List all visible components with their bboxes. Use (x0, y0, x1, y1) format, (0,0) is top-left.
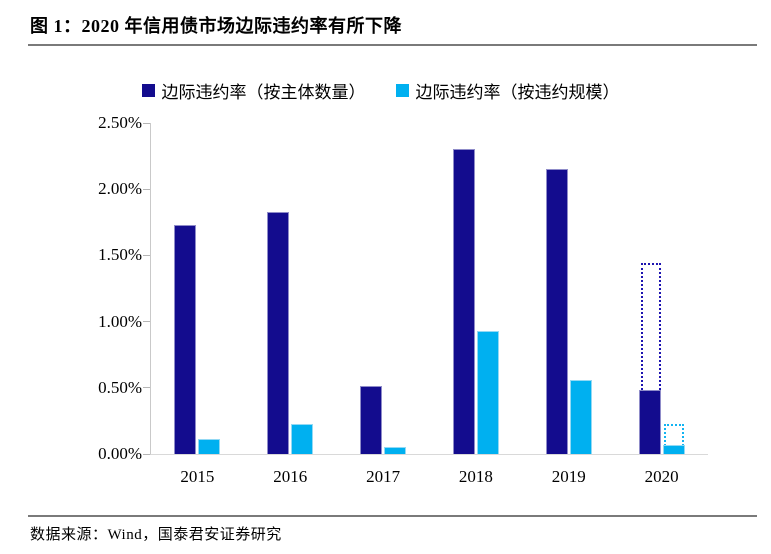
y-axis-label-2.50%: 2.50% (98, 113, 142, 132)
data-source-note: 数据来源：Wind，国泰君安证券研究 (30, 527, 282, 543)
bar-dark-2019 (545, 169, 568, 454)
y-axis-tick-0.50% (143, 387, 150, 389)
bar-light-2017 (384, 447, 407, 454)
bar-light-2018 (476, 331, 499, 454)
bar-light-2015 (198, 439, 221, 454)
chart-legend: 边际违约率（按主体数量） 边际违约率（按违约规模） (0, 78, 761, 103)
y-axis-tick-2.50% (143, 122, 150, 124)
plot-area: 2.50% 2.00% 1.50% 1.00% 0.50% 0.00% 2015 2016 20… (98, 113, 708, 486)
legend-swatch-dark-blue (141, 84, 155, 97)
y-axis-tick-1.50% (143, 254, 150, 256)
bar-dark-2020 (638, 390, 661, 454)
x-axis-label-2015: 2015 (180, 467, 215, 486)
legend-swatch-light-blue (395, 84, 409, 97)
y-axis-label-0.00%: 0.00% (98, 444, 142, 463)
bar-light-2016 (291, 424, 314, 454)
bottom-divider (28, 515, 757, 517)
legend-label-by-entity-count: 边际违约率（按主体数量） (161, 83, 366, 102)
bar-dark-2015 (174, 225, 197, 454)
bar-light-2019 (569, 380, 592, 454)
x-axis-label-2017: 2017 (366, 467, 401, 486)
legend-item-by-entity-count: 边际违约率（按主体数量） (141, 78, 366, 103)
y-axis-label-0.50%: 0.50% (98, 377, 142, 397)
x-axis-label-2019: 2019 (551, 467, 586, 486)
y-axis-label-1.50%: 1.50% (98, 245, 142, 265)
y-axis-label-1.00%: 1.00% (98, 311, 142, 331)
x-axis-label-2018: 2018 (458, 467, 493, 486)
legend-item-by-default-scale: 边际违约率（按违约规模） (395, 78, 620, 103)
legend-label-by-default-scale: 边际违约率（按违约规模） (415, 83, 620, 102)
bar-dark-2016 (267, 212, 290, 454)
x-axis-label-2016: 2016 (273, 467, 308, 486)
y-axis-tick-1.00% (143, 321, 150, 323)
top-divider (28, 44, 757, 46)
bar-light-2020 (662, 445, 685, 454)
y-axis-tick-0.00% (143, 453, 150, 455)
bar-dark-2018 (452, 149, 475, 454)
bar-dark-2017 (360, 386, 383, 454)
y-axis-tick-2.00% (143, 188, 150, 190)
x-axis-label-2020: 2020 (644, 467, 679, 486)
y-axis-label-2.00%: 2.00% (98, 179, 142, 199)
figure-title: 图 1：2020 年信用债市场边际违约率有所下降 (30, 16, 402, 36)
